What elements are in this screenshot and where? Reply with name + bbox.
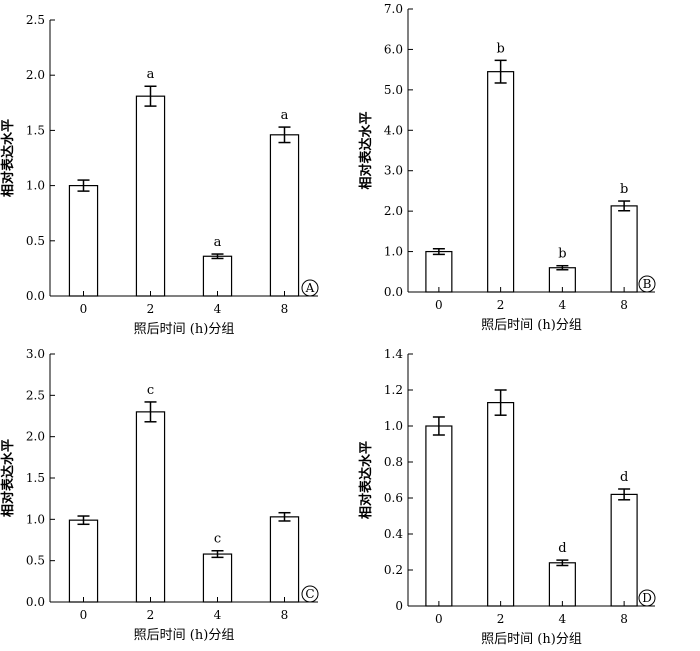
y-tick-label: 1.0 xyxy=(26,179,45,193)
y-axis-title: 相对表达水平 xyxy=(0,119,16,197)
bar xyxy=(135,411,166,603)
y-tick-label: 0 xyxy=(395,599,403,613)
bar xyxy=(487,402,515,607)
x-axis-title: 照后时间 (h)分组 xyxy=(481,632,582,646)
panel-label: C xyxy=(305,587,314,601)
y-tick-label: 0.0 xyxy=(26,289,45,303)
significance-label: b xyxy=(620,182,628,197)
chart-panel-c: 0.0 0.5 1.0 1.5 2.0 2.5 3.0 0 c 2 c 4 8 照后时间 (h)分组 相对表… xyxy=(0,347,319,643)
y-tick-label: 2.5 xyxy=(26,13,45,27)
x-tick-label: 2 xyxy=(497,612,505,626)
significance-label: d xyxy=(620,470,628,485)
panel-badge-circle xyxy=(638,589,656,607)
bar xyxy=(269,134,300,297)
y-axis-title: 相对表达水平 xyxy=(358,111,374,189)
x-tick-label: 4 xyxy=(214,302,222,316)
significance-label: a xyxy=(147,67,155,82)
bar xyxy=(548,562,576,607)
y-tick-label: 0.0 xyxy=(26,595,45,609)
y-tick-label: 1.0 xyxy=(384,419,403,433)
bar xyxy=(202,553,233,603)
y-tick-label: 3.0 xyxy=(26,347,45,361)
significance-label: a xyxy=(214,235,222,250)
significance-label: c xyxy=(147,383,154,398)
x-axis-title: 照后时间 (h)分组 xyxy=(134,628,235,643)
y-tick-label: 1.4 xyxy=(384,347,403,361)
y-tick-label: 1.2 xyxy=(384,383,403,397)
x-tick-label: 0 xyxy=(80,302,88,316)
bar xyxy=(68,185,99,297)
x-tick-label: 4 xyxy=(559,298,567,312)
chart-panel-b: 0.0 1.0 2.0 3.0 4.0 5.0 6.0 7.0 0 b 2 b 4 b 8 照后时间 (h)分… xyxy=(358,2,656,333)
y-axis-title: 相对表达水平 xyxy=(358,441,374,519)
x-tick-label: 8 xyxy=(281,608,289,622)
y-tick-label: 2.0 xyxy=(26,68,45,82)
y-tick-label: 2.5 xyxy=(26,388,45,402)
y-axis-title: 相对表达水平 xyxy=(0,439,16,517)
y-tick-label: 2.0 xyxy=(384,204,403,218)
y-tick-label: 7.0 xyxy=(384,2,403,16)
x-axis-title: 照后时间 (h)分组 xyxy=(134,322,235,337)
y-tick-label: 0.5 xyxy=(26,554,45,568)
bar xyxy=(269,516,300,603)
y-tick-label: 4.0 xyxy=(384,123,403,137)
bar xyxy=(202,255,233,297)
y-tick-label: 3.0 xyxy=(384,164,403,178)
significance-label: d xyxy=(558,541,566,556)
y-tick-label: 0.0 xyxy=(384,285,403,299)
bar xyxy=(68,519,99,603)
bar xyxy=(610,205,638,293)
x-tick-label: 4 xyxy=(559,612,567,626)
x-tick-label: 2 xyxy=(497,298,505,312)
bar xyxy=(425,425,453,607)
x-axis-title: 照后时间 (h)分组 xyxy=(481,318,582,333)
panel-label: A xyxy=(305,281,315,295)
panel-label: B xyxy=(643,277,652,291)
x-tick-label: 0 xyxy=(435,612,443,626)
y-tick-label: 2.0 xyxy=(26,430,45,444)
y-tick-label: 0.4 xyxy=(384,527,403,541)
x-tick-label: 8 xyxy=(281,302,289,316)
significance-label: b xyxy=(496,41,504,56)
y-tick-label: 1.0 xyxy=(26,512,45,526)
x-tick-label: 8 xyxy=(620,298,628,312)
bar xyxy=(487,71,515,293)
bar xyxy=(610,493,638,607)
x-tick-label: 0 xyxy=(435,298,443,312)
x-tick-label: 2 xyxy=(147,608,155,622)
significance-label: b xyxy=(558,247,566,262)
bar xyxy=(135,95,166,297)
y-tick-label: 0.6 xyxy=(384,491,403,505)
significance-label: c xyxy=(214,532,221,547)
y-tick-label: 0.2 xyxy=(384,563,403,577)
y-tick-label: 6.0 xyxy=(384,42,403,56)
x-tick-label: 0 xyxy=(80,608,88,622)
x-tick-label: 2 xyxy=(147,302,155,316)
x-tick-label: 4 xyxy=(214,608,222,622)
panel-badge-circle xyxy=(638,275,656,293)
panel-label: D xyxy=(642,591,652,605)
y-tick-label: 1.5 xyxy=(26,123,45,137)
significance-label: a xyxy=(281,108,289,123)
y-tick-label: 0.5 xyxy=(26,234,45,248)
y-tick-label: 1.0 xyxy=(384,245,403,259)
bar xyxy=(425,250,453,293)
x-tick-label: 8 xyxy=(620,612,628,626)
panel-badge-circle xyxy=(301,585,319,603)
y-tick-label: 1.5 xyxy=(26,471,45,485)
chart-panel-d: 0 0.2 0.4 0.6 0.8 1.0 1.2 1.4 0 2 d 4 d 8 照后时间 (h)分组 相对… xyxy=(358,347,656,647)
y-tick-label: 0.8 xyxy=(384,455,403,469)
panel-badge-circle xyxy=(301,279,319,297)
y-tick-label: 5.0 xyxy=(384,83,403,97)
chart-panel-a: 0.0 0.5 1.0 1.5 2.0 2.5 0 a 2 a 4 a 8 照后时间 (h)分组 相对表达水… xyxy=(0,13,319,337)
